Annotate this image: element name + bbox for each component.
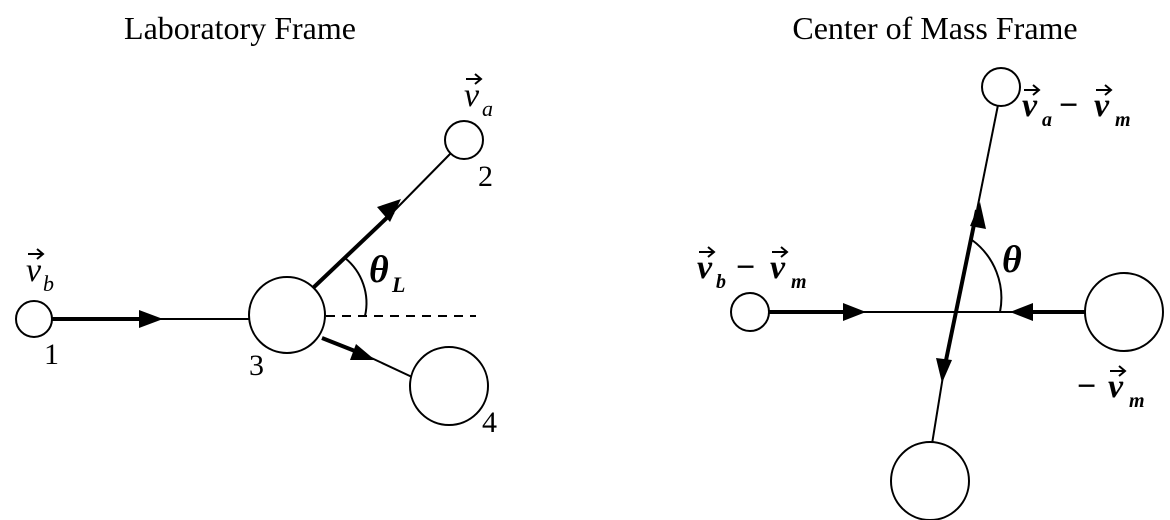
laboratory-frame-title: Laboratory Frame xyxy=(124,10,356,46)
velocity-label-minus-vm: − v m xyxy=(1076,366,1145,412)
angle-arc-theta xyxy=(972,240,1001,312)
arrowhead xyxy=(377,199,401,222)
velocity-label-vb-minus-vm: v b − v m xyxy=(697,247,807,293)
angle-arc-theta-l xyxy=(345,258,366,316)
angle-label-theta-l: θ L xyxy=(369,249,405,297)
arrowhead xyxy=(843,303,866,321)
vector-subscript: a xyxy=(1042,109,1052,131)
cm-particle-b xyxy=(731,293,769,331)
cm-outgoing-path-b xyxy=(932,370,944,444)
arrowhead xyxy=(1010,303,1033,321)
minus-operator: − xyxy=(735,249,756,286)
minus-operator: − xyxy=(1076,368,1097,405)
center-of-mass-frame-panel: Center of Mass Frame θ v a − v m xyxy=(697,10,1163,520)
particle-2-label: 2 xyxy=(478,160,493,193)
particle-4-label: 4 xyxy=(482,406,497,439)
vector-subscript: b xyxy=(43,271,54,296)
particle-3-label: 3 xyxy=(249,349,264,382)
angle-subscript: L xyxy=(391,272,405,297)
cm-outgoing-path-a xyxy=(977,105,998,210)
angle-label-theta: θ xyxy=(1002,239,1022,281)
particle-4 xyxy=(410,347,488,425)
particle-1-label: 1 xyxy=(44,338,59,371)
particle-1 xyxy=(16,301,52,337)
cm-particle-target xyxy=(1085,273,1163,351)
cm-outgoing-vector-shaft xyxy=(944,210,977,370)
velocity-label-va-minus-vm: v a − v m xyxy=(1022,85,1131,131)
outgoing-path-line-4 xyxy=(365,355,412,377)
laboratory-frame-panel: Laboratory Frame 1 2 3 4 v b xyxy=(16,10,497,439)
outgoing-path-line-2 xyxy=(393,153,451,212)
particle-3 xyxy=(249,277,325,353)
vector-subscript: a xyxy=(482,96,493,121)
velocity-label-vb: v b xyxy=(26,249,54,296)
vector-subscript: b xyxy=(716,271,726,293)
cm-particle-recoil xyxy=(891,442,969,520)
center-of-mass-frame-title: Center of Mass Frame xyxy=(792,10,1077,46)
cm-particle-a xyxy=(982,68,1020,106)
velocity-label-va: v a xyxy=(464,74,493,121)
vector-subscript: m xyxy=(1129,390,1145,412)
particle-2 xyxy=(445,121,483,159)
vector-subscript: m xyxy=(1115,109,1131,131)
vector-subscript: m xyxy=(791,271,807,293)
minus-operator: − xyxy=(1058,87,1079,124)
angle-symbol: θ xyxy=(369,249,389,291)
